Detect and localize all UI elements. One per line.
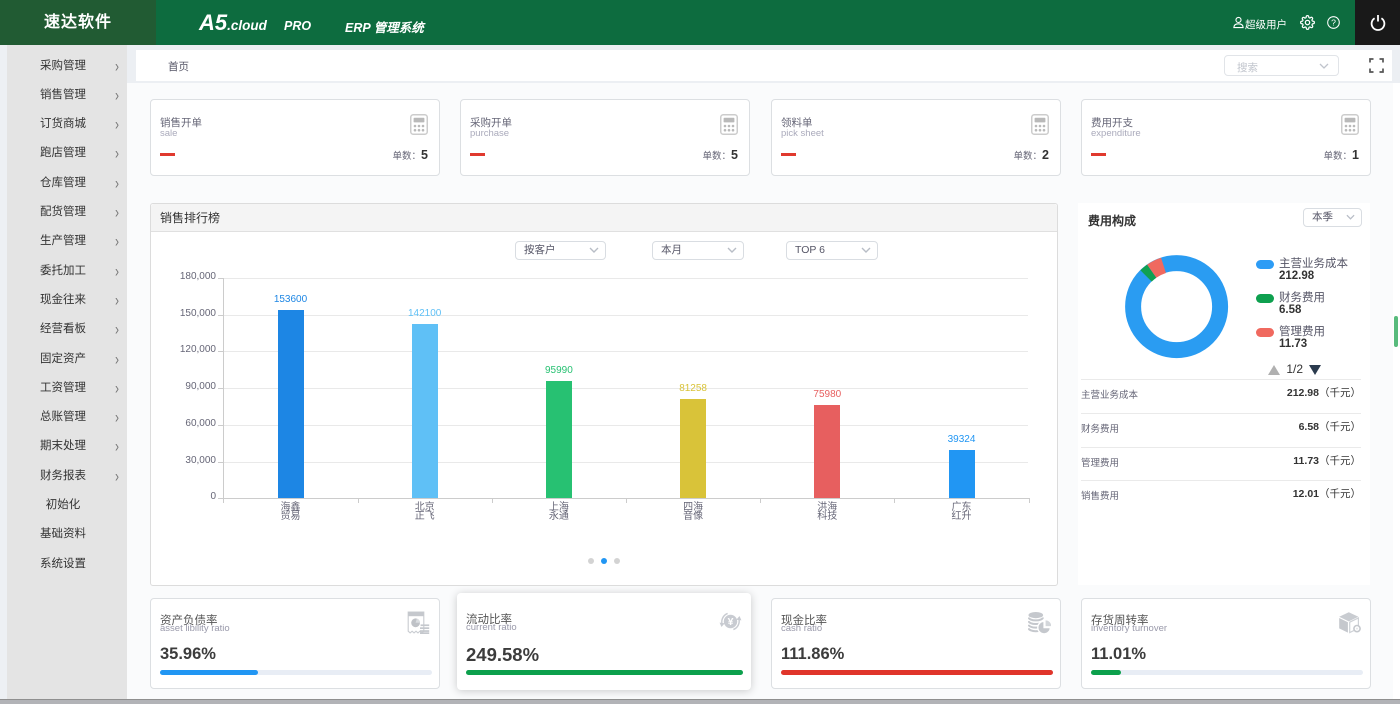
svg-text:¥: ¥	[728, 616, 734, 628]
svg-text:?: ?	[1331, 17, 1336, 27]
